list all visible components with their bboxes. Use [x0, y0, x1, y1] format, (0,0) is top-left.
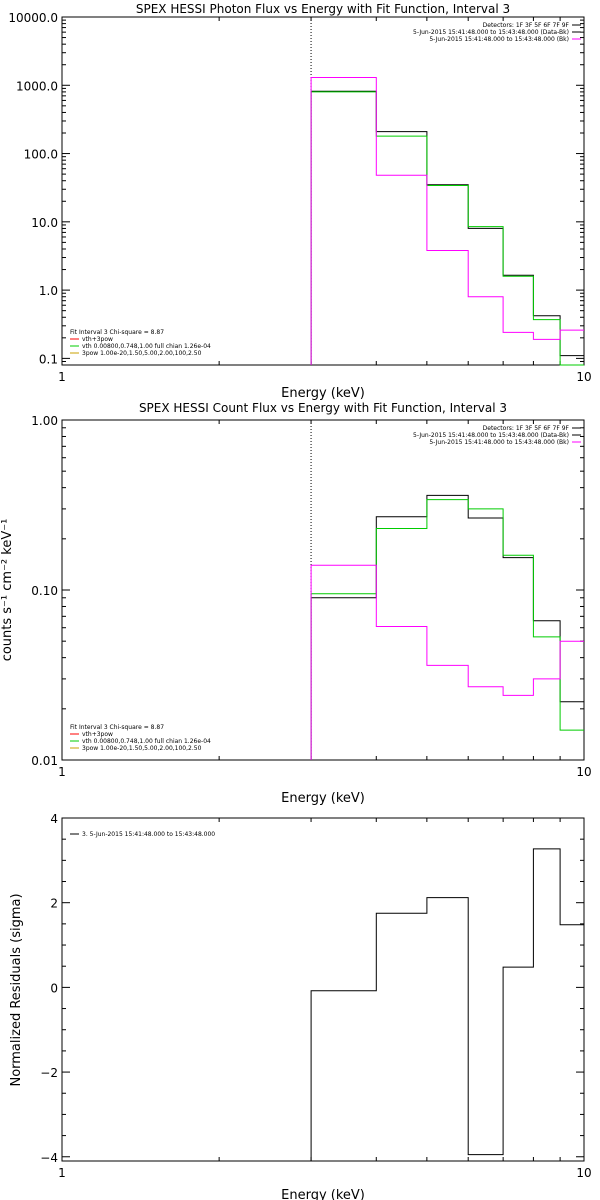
residuals-y-tick-label: 2 [50, 897, 58, 911]
count-flux-title: SPEX HESSI Count Flux vs Energy with Fit… [139, 401, 507, 415]
residuals-y-tick-label: −4 [40, 1151, 58, 1165]
photon-flux-legend-entry: vth 0.00800,0.748,1.00 full chian 1.26e-… [82, 343, 211, 350]
count-flux-plot-frame [61, 419, 585, 761]
photon-flux-legend: Fit Interval 3 Chi-square = 8.87vth+3pow… [70, 329, 211, 357]
count-flux-y-tick-label: 1.00 [31, 414, 58, 428]
count-flux-x-tick-label: 1 [58, 765, 66, 779]
residuals-axes: 1 10 4 2 0 −2 −4 [40, 812, 591, 1180]
count-flux-series-1 [310, 499, 584, 760]
photon-flux-panel: SPEX HESSI Photon Flux vs Energy with Fi… [8, 2, 591, 401]
residuals-y-axis-label: Normalized Residuals (sigma) [9, 893, 24, 1086]
count-flux-series-2 [310, 564, 584, 760]
residuals-y-tick-label: 0 [50, 981, 58, 995]
photon-flux-title: SPEX HESSI Photon Flux vs Energy with Fi… [136, 2, 510, 16]
residuals-x-tick-label: 1 [58, 1166, 66, 1180]
count-flux-series [310, 420, 584, 760]
photon-flux-legend-entry: vth+3pow [82, 336, 113, 343]
count-flux-info-line: 5-Jun-2015 15:41:48.000 to 15:43:48.000 … [429, 439, 569, 446]
photon-flux-axes: 1 10 10000.0 1000.0 100.0 10.0 1.0 0.1 [8, 11, 591, 384]
photon-flux-info-line: 5-Jun-2015 15:41:48.000 to 15:43:48.000 … [413, 29, 569, 36]
count-flux-info-line: Detectors: 1F 3F 5F 6F 7F 9F [483, 425, 570, 432]
photon-flux-y-tick-label: 1000.0 [16, 79, 58, 93]
residuals-legend: 3. 5-Jun-2015 15:41:48.000 to 15:43:48.0… [70, 831, 215, 838]
residuals-series [310, 848, 584, 1161]
count-flux-series-0 [310, 494, 584, 760]
count-flux-y-tick-label: 0.01 [31, 754, 58, 768]
count-flux-legend-entry: 3pow 1.00e-20,1.50,5.00,2.00,100,2.50 [82, 745, 202, 752]
count-flux-legend-entry: vth 0.00800,0.748,1.00 full chian 1.26e-… [82, 738, 211, 745]
count-flux-legend-entry: vth+3pow [82, 731, 113, 738]
residuals-plot-frame [61, 817, 585, 1162]
residuals-panel: 1 10 4 2 0 −2 −4 3. 5-Jun-2015 15:41:48.000 to… [9, 812, 592, 1200]
count-flux-x-tick-label: 10 [576, 765, 591, 779]
photon-flux-legend-entry: Fit Interval 3 Chi-square = 8.87 [70, 329, 164, 336]
photon-flux-y-tick-label: 100.0 [24, 148, 58, 162]
residuals-legend-entry: 3. 5-Jun-2015 15:41:48.000 to 15:43:48.0… [82, 831, 215, 838]
photon-flux-info-line: Detectors: 1F 3F 5F 6F 7F 9F [483, 22, 570, 29]
photon-flux-legend-entry: 3pow 1.00e-20,1.50,5.00,2.00,100,2.50 [82, 350, 202, 357]
photon-flux-info: Detectors: 1F 3F 5F 6F 7F 9F5-Jun-2015 1… [413, 22, 581, 43]
photon-flux-y-tick-label: 0.1 [39, 352, 58, 366]
photon-flux-y-tick-label: 1.0 [39, 284, 58, 298]
count-flux-y-tick-label: 0.10 [31, 584, 58, 598]
photon-flux-x-tick-label: 1 [58, 370, 66, 384]
photon-flux-x-tick-label: 10 [576, 370, 591, 384]
count-flux-info-line: 5-Jun-2015 15:41:48.000 to 15:43:48.000 … [413, 432, 569, 439]
photon-flux-series-0 [310, 90, 584, 365]
count-flux-x-axis-label: Energy (keV) [281, 791, 365, 806]
residuals-y-tick-label: 4 [50, 812, 58, 826]
residuals-x-tick-label: 10 [576, 1166, 591, 1180]
residuals-y-tick-label: −2 [40, 1066, 58, 1080]
photon-flux-series-1 [310, 91, 584, 366]
photon-flux-x-axis-label: Energy (keV) [281, 386, 365, 401]
photon-flux-series [310, 17, 584, 366]
count-flux-legend: Fit Interval 3 Chi-square = 8.87vth+3pow… [70, 724, 211, 752]
photon-flux-y-tick-label: 10000.0 [8, 11, 58, 25]
photon-flux-y-tick-label: 10.0 [31, 216, 58, 230]
residuals-x-axis-label: Energy (keV) [281, 1188, 365, 1200]
count-flux-y-axis-label: counts s⁻¹ cm⁻² keV⁻¹ [0, 519, 15, 662]
count-flux-panel: SPEX HESSI Count Flux vs Energy with Fit… [0, 401, 592, 806]
count-flux-legend-entry: Fit Interval 3 Chi-square = 8.87 [70, 724, 164, 731]
photon-flux-info-line: 5-Jun-2015 15:41:48.000 to 15:43:48.000 … [429, 36, 569, 43]
residuals-series-0 [310, 848, 584, 1161]
count-flux-axes: 1 10 1.00 0.10 0.01 [31, 414, 591, 779]
photon-flux-series-2 [310, 77, 584, 365]
count-flux-info: Detectors: 1F 3F 5F 6F 7F 9F5-Jun-2015 1… [413, 425, 581, 446]
photon-flux-plot-frame [61, 16, 585, 366]
